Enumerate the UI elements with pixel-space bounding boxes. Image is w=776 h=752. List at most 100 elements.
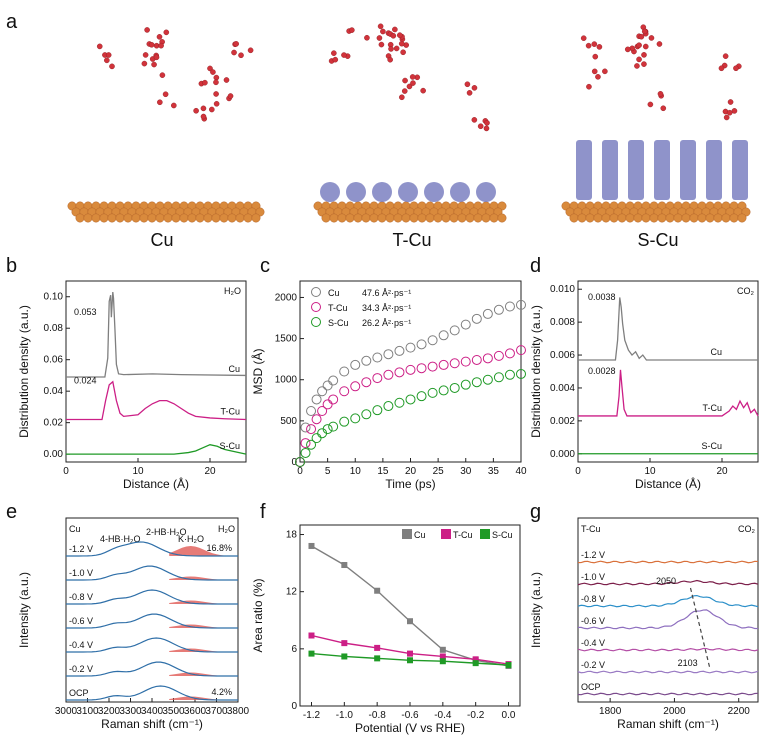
data-point-t-cu bbox=[439, 653, 446, 660]
water-molecule bbox=[207, 65, 213, 72]
copper-atom bbox=[321, 213, 331, 223]
spectrum-line bbox=[65, 589, 239, 605]
data-point-cu bbox=[350, 359, 361, 370]
water-molecule bbox=[233, 41, 239, 47]
data-point-cu bbox=[300, 422, 311, 433]
x-tick-label: 3100 bbox=[76, 706, 99, 717]
copper-atom bbox=[489, 213, 499, 223]
data-point-t-cu bbox=[482, 353, 493, 364]
copper-atom bbox=[329, 213, 339, 223]
y-tick-label: 0.008 bbox=[550, 317, 575, 328]
data-point-cu bbox=[361, 355, 372, 366]
spectrum-line bbox=[577, 560, 759, 564]
x-tick-label: 3300 bbox=[119, 706, 142, 717]
data-point-cu bbox=[328, 375, 339, 386]
y-tick-label: 0.006 bbox=[550, 350, 575, 361]
water-molecule bbox=[157, 99, 163, 106]
x-axis-label: Raman shift (cm⁻¹) bbox=[101, 717, 203, 731]
water-molecule bbox=[213, 79, 219, 86]
data-point-cu bbox=[341, 562, 348, 569]
series-line-t-cu bbox=[578, 369, 759, 417]
data-point-s-cu bbox=[394, 397, 405, 408]
t-cu-molecule bbox=[346, 182, 366, 202]
water-molecule bbox=[466, 90, 473, 96]
data-point-s-cu bbox=[482, 374, 493, 385]
data-point-cu bbox=[449, 325, 460, 336]
copper-atom bbox=[697, 213, 707, 223]
data-point-t-cu bbox=[449, 358, 460, 369]
water-molecule bbox=[390, 32, 397, 39]
y-tick-label: 0.000 bbox=[550, 449, 575, 460]
spectrum-line bbox=[577, 609, 759, 630]
copper-atom bbox=[737, 213, 747, 223]
data-point-s-cu bbox=[306, 439, 317, 450]
copper-atom bbox=[625, 213, 635, 223]
water-molecule bbox=[477, 123, 484, 130]
water-molecule bbox=[656, 41, 663, 47]
data-point-s-cu bbox=[322, 424, 333, 435]
water-molecule bbox=[595, 74, 601, 80]
x-tick-label: 3800 bbox=[227, 706, 250, 717]
water-molecule bbox=[471, 117, 478, 123]
x-tick-label: 5 bbox=[325, 466, 331, 477]
data-point-s-cu bbox=[407, 657, 413, 664]
data-point-cu bbox=[471, 313, 482, 324]
caption-cu: Cu bbox=[150, 230, 173, 250]
copper-atom bbox=[171, 213, 181, 223]
legend-swatch bbox=[402, 529, 412, 539]
data-point-t-cu bbox=[405, 364, 416, 375]
data-point-cu bbox=[405, 342, 416, 353]
water-molecule bbox=[210, 69, 216, 75]
water-molecule bbox=[151, 61, 157, 68]
copper-atom bbox=[139, 213, 149, 223]
data-point-t-cu bbox=[328, 394, 339, 405]
water-molecule bbox=[718, 65, 725, 72]
copper-atom bbox=[649, 213, 659, 223]
copper-atom bbox=[585, 213, 595, 223]
corner-right: CO₂ bbox=[738, 524, 756, 534]
y-tick-label: 0.00 bbox=[44, 449, 64, 460]
water-molecule bbox=[398, 40, 405, 47]
copper-atom bbox=[593, 213, 603, 223]
s-cu-chain bbox=[628, 140, 644, 200]
spectrum-label: -1.0 V bbox=[69, 568, 93, 578]
water-molecule bbox=[213, 91, 219, 97]
copper-atom bbox=[163, 213, 173, 223]
corner-label: CO₂ bbox=[737, 286, 755, 296]
copper-atom bbox=[377, 213, 387, 223]
x-tick-label: 15 bbox=[377, 466, 389, 477]
copper-atom bbox=[83, 213, 93, 223]
x-tick-label: 10 bbox=[132, 466, 144, 477]
spectrum-line bbox=[66, 685, 239, 701]
data-point-s-cu bbox=[339, 416, 350, 427]
y-tick-label: 0.08 bbox=[44, 323, 64, 334]
x-tick-label: 3500 bbox=[162, 706, 185, 717]
y-tick-label: 6 bbox=[291, 644, 297, 655]
data-point-t-cu bbox=[374, 644, 381, 651]
water-molecule bbox=[231, 49, 237, 56]
data-point-t-cu bbox=[322, 399, 333, 410]
data-point-cu bbox=[383, 349, 394, 360]
data-point-s-cu bbox=[350, 413, 361, 424]
data-point-cu bbox=[339, 366, 350, 377]
series-label-s-cu: S-Cu bbox=[219, 441, 240, 451]
data-point-t-cu bbox=[350, 381, 361, 392]
y-axis-label: Intensity (a.u.) bbox=[529, 572, 543, 648]
panel-label-e: e bbox=[6, 501, 17, 523]
spectrum-line bbox=[577, 670, 759, 674]
water-molecule bbox=[156, 34, 163, 40]
spectrum-label: -0.4 V bbox=[69, 640, 93, 650]
series-line-t-cu bbox=[66, 380, 247, 421]
x-tick-label: 40 bbox=[515, 466, 527, 477]
water-molecule bbox=[586, 83, 592, 90]
data-point-cu bbox=[407, 618, 413, 625]
water-molecule bbox=[602, 68, 608, 75]
data-point-cu bbox=[439, 646, 446, 653]
water-molecule bbox=[380, 28, 386, 35]
k-h2o-fill bbox=[169, 672, 238, 676]
water-molecule bbox=[142, 52, 149, 58]
copper-atom bbox=[251, 213, 261, 223]
x-axis-label: Distance (Å) bbox=[635, 476, 701, 491]
copper-atom bbox=[203, 213, 213, 223]
water-molecule bbox=[596, 44, 603, 50]
